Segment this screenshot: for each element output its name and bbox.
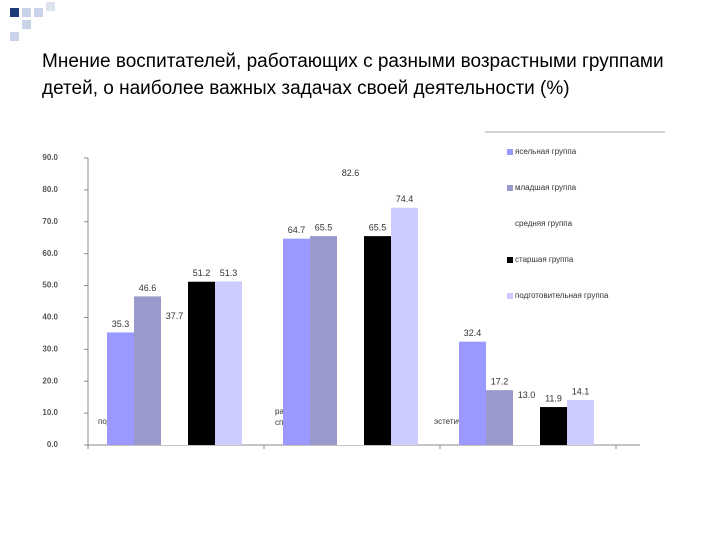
data-label: 17.2 (491, 377, 509, 387)
bar (486, 390, 513, 445)
legend-swatch (507, 149, 513, 155)
bar (283, 238, 310, 445)
legend-swatch (507, 293, 513, 299)
slide-title: Мнение воспитателей, работающих с разным… (42, 51, 664, 99)
legend-swatch (507, 185, 513, 191)
bar (161, 324, 188, 445)
y-tick-label: 20.0 (42, 376, 58, 385)
legend-swatch (507, 221, 513, 227)
bar (134, 296, 161, 445)
bar (215, 281, 242, 445)
bar (567, 400, 594, 445)
data-label: 46.6 (139, 283, 157, 293)
bar (540, 407, 567, 445)
data-label: 13.0 (518, 390, 536, 400)
legend-label: старшая группа (515, 255, 574, 264)
y-tick-label: 70.0 (42, 217, 58, 226)
data-label: 14.1 (572, 386, 590, 396)
bar (364, 236, 391, 445)
legend-label: подготовительная группа (515, 291, 609, 300)
legend-label: средняя группа (515, 219, 573, 228)
y-tick-label: 80.0 (42, 185, 58, 194)
data-label: 37.7 (166, 311, 184, 321)
y-tick-label: 30.0 (42, 344, 58, 353)
bar (337, 181, 364, 445)
data-label: 51.2 (193, 268, 211, 278)
data-label: 11.9 (545, 393, 562, 403)
bar (391, 207, 418, 445)
y-tick-label: 10.0 (42, 408, 58, 417)
y-tick-label: 60.0 (42, 249, 58, 258)
bar (188, 281, 215, 445)
data-label: 65.5 (369, 223, 387, 233)
slide-decoration (10, 2, 55, 41)
legend-background (485, 133, 670, 311)
data-label: 82.6 (342, 168, 360, 178)
bar (513, 403, 540, 445)
y-tick-label: 90.0 (42, 153, 58, 162)
bar (107, 332, 134, 445)
data-label: 74.4 (396, 194, 414, 204)
data-label: 64.7 (288, 225, 306, 235)
bar (459, 341, 486, 445)
data-label: 35.3 (112, 319, 130, 329)
y-tick-label: 40.0 (42, 313, 58, 322)
y-tick-label: 50.0 (42, 281, 58, 290)
bar (310, 236, 337, 445)
legend-label: младшая группа (515, 183, 577, 192)
data-label: 51.3 (220, 268, 238, 278)
data-label: 32.4 (464, 328, 482, 338)
legend-label: ясельная группа (515, 147, 577, 156)
data-label: 65.5 (315, 223, 333, 233)
legend-swatch (507, 257, 513, 263)
y-tick-label: 0.0 (47, 440, 59, 449)
